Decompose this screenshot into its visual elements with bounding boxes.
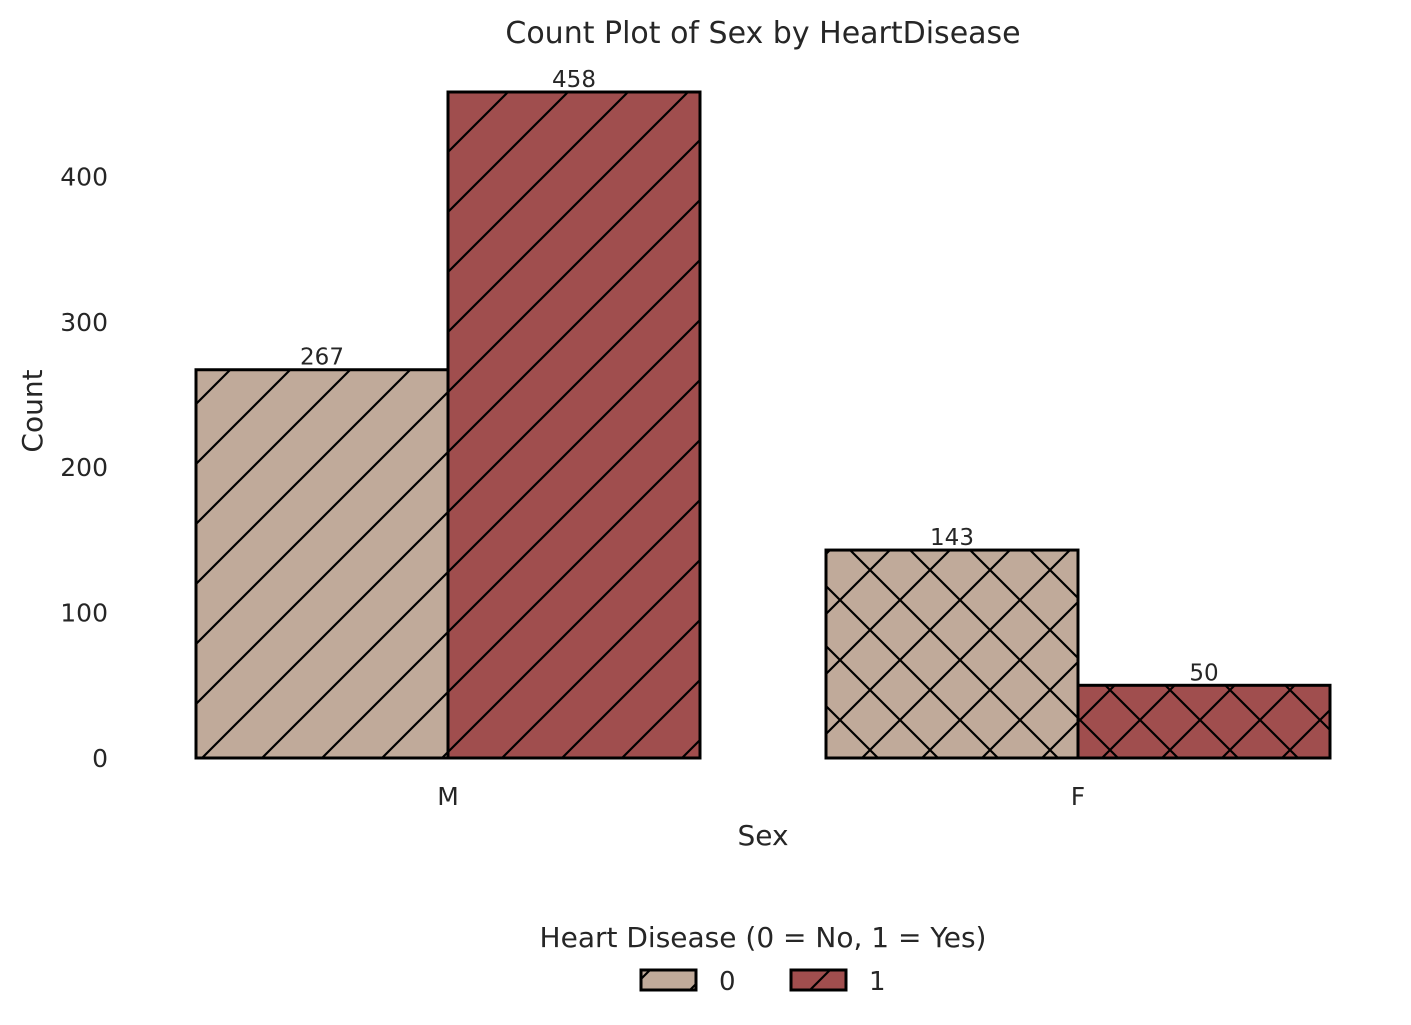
legend-item[interactable]: 1 xyxy=(789,967,886,997)
bar-outline xyxy=(824,548,1080,760)
x-axis-label: Sex xyxy=(737,819,788,852)
bar-value-label: 143 xyxy=(930,525,974,551)
bar-hatch xyxy=(196,369,448,758)
legend-swatch-hatch xyxy=(791,970,846,990)
bar-value-label: 267 xyxy=(300,345,344,371)
y-tick-label: 200 xyxy=(60,453,108,482)
bar[interactable] xyxy=(824,548,1080,760)
legend-title: Heart Disease (0 = No, 1 = Yes) xyxy=(540,921,987,954)
bar-hatch xyxy=(826,550,1078,758)
legend-swatch-outline xyxy=(789,968,848,992)
y-tick-label: 100 xyxy=(60,599,108,628)
x-tick-label: F xyxy=(1071,782,1085,811)
y-tick-label: 300 xyxy=(60,308,108,337)
bar[interactable] xyxy=(1076,683,1332,760)
legend-swatch-outline xyxy=(639,968,698,992)
bar-value-label: 458 xyxy=(552,67,596,93)
y-tick-label: 0 xyxy=(92,744,108,773)
legend-swatch-hatch xyxy=(641,970,696,990)
legend-label: 1 xyxy=(869,967,886,997)
bar-value-label: 50 xyxy=(1189,660,1218,686)
bar[interactable] xyxy=(194,368,450,760)
x-tick-label: M xyxy=(437,782,459,811)
data-labels-group: 267 458 143 50 xyxy=(300,67,1219,686)
y-axis-label: Count xyxy=(16,369,49,452)
bar-hatch xyxy=(448,92,700,758)
y-tick-label: 400 xyxy=(60,162,108,191)
bar[interactable] xyxy=(446,90,702,760)
y-axis-ticks: 0 100 200 300 400 xyxy=(60,162,108,773)
bar-hatch xyxy=(1078,685,1330,758)
legend-label: 0 xyxy=(719,967,736,997)
legend-item[interactable]: 0 xyxy=(639,967,736,997)
chart-title: Count Plot of Sex by HeartDisease xyxy=(505,16,1020,51)
bar-outline xyxy=(1076,683,1332,760)
bars-group xyxy=(194,90,1332,760)
bar-outline xyxy=(446,90,702,760)
